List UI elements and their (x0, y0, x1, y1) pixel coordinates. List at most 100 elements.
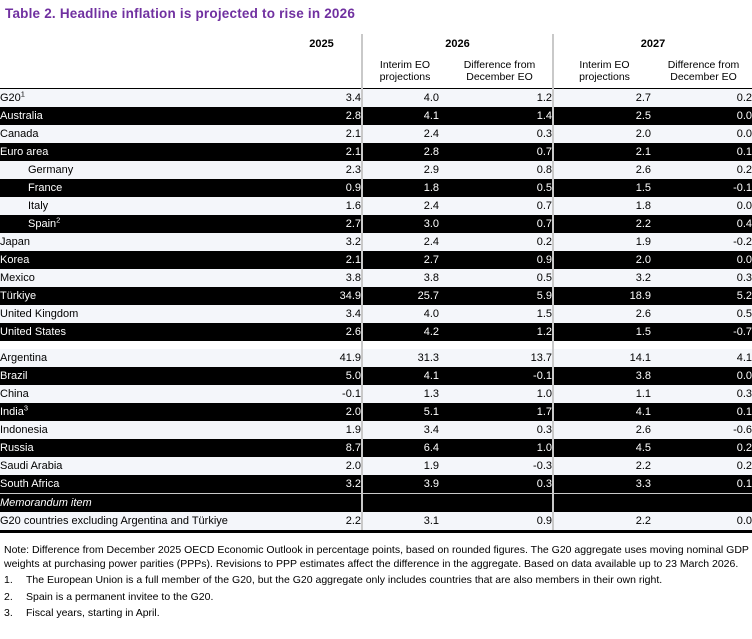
value-cell: 5.2 (736, 290, 752, 302)
country-label: Brazil (0, 370, 28, 382)
table-row: Korea 2.1 2.7 0.9 2.0 0.0 (0, 251, 752, 269)
value-cell: 0.0 (736, 128, 752, 140)
table-row: United States 2.6 4.2 1.2 1.5 -0.7 (0, 323, 752, 341)
country-label: Germany (28, 164, 74, 176)
value-cell: 0.9 (447, 512, 554, 533)
value-cell: -0.6 (733, 424, 752, 436)
value-cell: 13.7 (530, 352, 553, 364)
value-cell: 2.2 (552, 215, 656, 233)
table-row: Saudi Arabia 2.0 1.9 -0.3 2.2 0.2 (0, 457, 752, 475)
footnote: 2. Spain is a permanent invitee to the G2… (4, 590, 750, 604)
value-cell: 0.0 (655, 512, 752, 533)
value-cell: 4.1 (552, 403, 656, 421)
subheader-line: Interim EO (579, 58, 630, 71)
value-cell: 3.1 (361, 512, 447, 533)
country-label: Japan (0, 236, 30, 248)
country-label: Mexico (0, 272, 35, 284)
subheader-line: December EO (670, 71, 737, 84)
value-cell: 2.1 (345, 146, 361, 158)
table-row: Argentina 41.9 31.3 13.7 14.1 4.1 (0, 349, 752, 367)
value-cell: 3.4 (361, 421, 447, 439)
footnote-number: 2. (4, 590, 13, 603)
value-cell: 2.6 (552, 161, 656, 179)
country-label: Korea (0, 254, 30, 266)
value-cell: 0.7 (536, 146, 553, 158)
value-cell: 0.4 (736, 218, 752, 230)
footnote-text: Fiscal years, starting in April. (26, 606, 160, 619)
value-cell: 0.1 (736, 406, 752, 418)
subheader-line: Interim EO (379, 58, 431, 71)
value-cell: 2.2 (552, 512, 656, 533)
year-header-row: 2025 2026 2027 (0, 34, 752, 50)
table-note: Note: Difference from December 2025 OECD… (4, 544, 749, 571)
table-row: Indonesia 1.9 3.4 0.3 2.6 -0.6 (0, 421, 752, 439)
subheader-line: Difference from (463, 58, 536, 71)
footnote-marker: 2 (56, 215, 61, 225)
table-row: Japan 3.2 2.4 0.2 1.9 -0.2 (0, 233, 752, 251)
value-cell: 2.5 (552, 107, 656, 125)
value-cell: 2.4 (361, 125, 447, 143)
value-cell: 31.3 (361, 349, 447, 367)
value-cell: 0.5 (736, 308, 752, 320)
value-cell: 0.5 (536, 182, 553, 194)
value-cell: 0.0 (736, 254, 752, 266)
footnote-number: 1. (4, 574, 13, 587)
value-cell: 41.9 (339, 352, 361, 364)
value-cell: 2.8 (345, 110, 361, 122)
value-cell: 4.0 (361, 88, 447, 107)
subheader-interim-2027: Interim EO projections (552, 50, 656, 89)
value-cell: 3.2 (282, 475, 362, 494)
footnote-number: 3. (4, 606, 13, 619)
subheader-difference-2027: Difference from December EO (655, 50, 752, 89)
footnote: 1. The European Union is a full member of… (4, 573, 750, 587)
label-column-header (0, 34, 282, 50)
subheader-difference-2026: Difference from December EO (447, 50, 554, 89)
country-label: Argentina (0, 352, 48, 364)
table-row: G201 3.4 4.0 1.2 2.7 0.2 (0, 88, 752, 107)
value-cell: 1.2 (536, 326, 553, 338)
value-cell: 0.1 (655, 475, 752, 494)
subheader-line: projections (379, 71, 431, 84)
table-row: G20 countries excluding Argentina and Tü… (0, 512, 752, 533)
spacer-row-cell (552, 341, 656, 349)
value-cell: 2.7 (345, 218, 361, 230)
value-cell: 2.7 (361, 251, 447, 269)
value-cell: 0.3 (536, 424, 553, 436)
footnote: 3. Fiscal years, starting in April. (4, 606, 750, 620)
subheader-2025-empty (282, 50, 362, 89)
value-cell: -0.1 (733, 182, 752, 194)
memorandum-row-cell (655, 494, 752, 513)
country-label: China (0, 388, 29, 400)
value-cell: 8.7 (345, 442, 361, 454)
value-cell: 0.2 (736, 164, 752, 176)
value-cell: 2.4 (361, 197, 447, 215)
value-cell: 0.2 (736, 442, 752, 454)
value-cell: 1.3 (361, 385, 447, 403)
subheader-line: Difference from (667, 58, 740, 71)
value-cell: 2.1 (345, 254, 361, 266)
notes-block: Note: Difference from December 2025 OECD… (0, 543, 752, 620)
value-cell: 0.2 (536, 236, 553, 248)
value-cell: 14.1 (552, 349, 656, 367)
spacer-row-cell (447, 341, 554, 349)
value-cell: 4.1 (736, 352, 752, 364)
value-cell: 5.9 (536, 290, 553, 302)
subheader-line: projections (579, 71, 630, 84)
memorandum-row-label: Memorandum item (0, 497, 92, 509)
value-cell: 34.9 (339, 290, 361, 302)
value-cell: 5.0 (345, 370, 361, 382)
value-cell: 0.3 (447, 475, 554, 494)
country-label: France (28, 182, 63, 194)
value-cell: 1.4 (536, 110, 553, 122)
spacer-row-cell (655, 341, 752, 349)
footnote-marker: 3 (23, 403, 29, 413)
value-cell: 0.3 (736, 272, 752, 284)
value-cell: 1.8 (552, 197, 656, 215)
memorandum-row-cell (552, 493, 656, 512)
value-cell: -0.1 (533, 370, 553, 382)
value-cell: 0.7 (536, 218, 553, 230)
value-cell: 0.5 (536, 272, 553, 284)
value-cell: 3.3 (552, 475, 656, 494)
value-cell: 0.9 (345, 182, 361, 194)
